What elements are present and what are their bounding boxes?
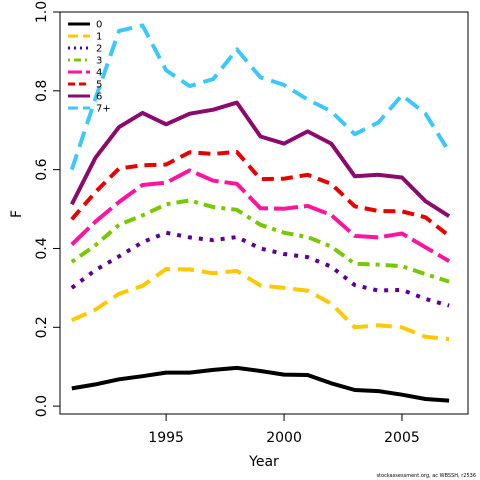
y-tick-label: 0.0	[34, 395, 50, 417]
y-tick-label: 0.6	[34, 158, 50, 180]
legend-label: 2	[96, 44, 102, 55]
series-line-4	[70, 168, 451, 263]
series-line-7plus	[69, 23, 451, 171]
series-line-1	[70, 267, 450, 342]
series-line-2	[70, 230, 450, 308]
series-lines	[69, 23, 451, 403]
axis-ticks: 1995 2000 2005 0.0 0.2 0.4 0.6 0.8 1.0	[34, 1, 420, 446]
legend-label: 6	[96, 92, 102, 103]
credit-text: stockassessment.org, ac WBSSH, r2536	[376, 473, 476, 479]
series-line-5	[70, 149, 451, 238]
legend-label: 4	[96, 68, 102, 79]
y-tick-label: 1.0	[34, 1, 50, 23]
legend-label: 7+	[96, 104, 111, 115]
x-axis-title: Year	[248, 454, 279, 470]
series-line-3	[70, 198, 450, 284]
legend-label: 1	[96, 32, 102, 43]
y-axis-title: F	[9, 210, 25, 218]
legend-label: 0	[96, 20, 102, 31]
y-tick-label: 0.4	[34, 237, 50, 259]
series-line-6	[70, 100, 451, 218]
legend-label: 5	[96, 80, 102, 91]
x-tick-label: 1995	[148, 430, 184, 446]
y-tick-label: 0.2	[34, 316, 50, 338]
y-tick-label: 0.8	[34, 80, 50, 102]
series-line-0	[71, 365, 450, 403]
x-tick-label: 2005	[384, 430, 420, 446]
legend-label: 3	[96, 56, 102, 67]
x-tick-label: 2000	[266, 430, 302, 446]
